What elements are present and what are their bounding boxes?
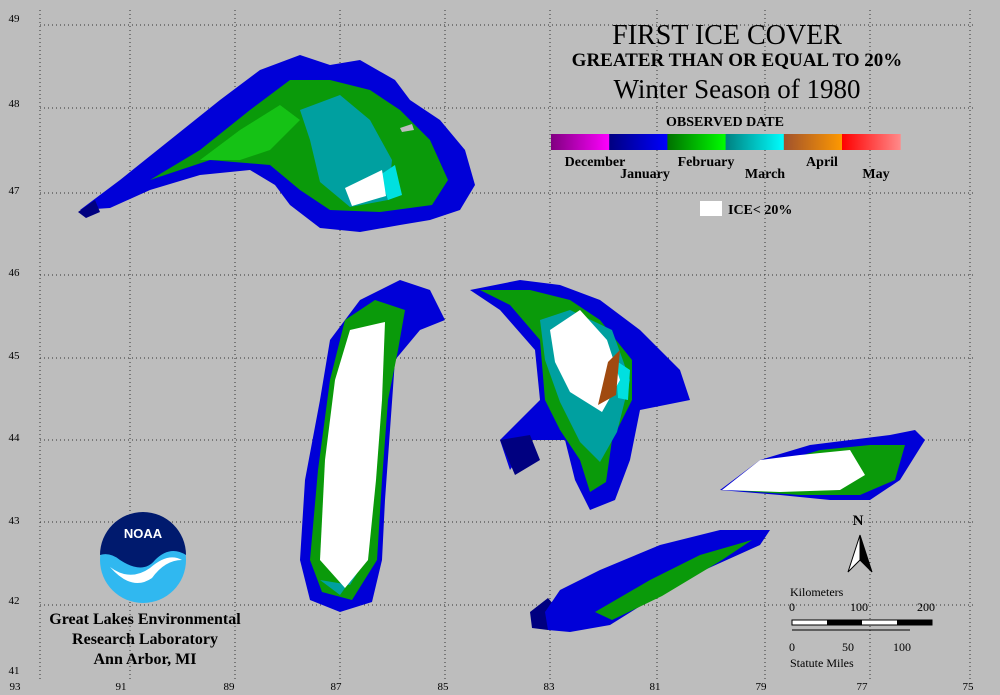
scale-bar: Kilometers 0 100 200 0 50 100 Statute Mi… — [789, 585, 935, 670]
legend-swatch — [725, 134, 785, 150]
lat-label: 49 — [9, 13, 21, 25]
legend-label: March — [745, 167, 785, 182]
graticule: 49 48 47 46 45 44 43 42 41 93 91 89 87 85 83 81 79 77 75 — [9, 10, 975, 693]
org-line: Ann Arbor, MI — [94, 651, 197, 668]
no-ice-label: ICE< 20% — [728, 203, 792, 218]
lon-label: 77 — [857, 681, 869, 693]
lon-label: 79 — [756, 681, 768, 693]
lon-label: 89 — [224, 681, 236, 693]
lat-label: 43 — [9, 515, 21, 527]
lake-superior — [78, 55, 475, 232]
scale-tick: 200 — [917, 600, 935, 614]
lon-label: 93 — [10, 681, 22, 693]
scale-tick: 100 — [850, 600, 868, 614]
org-line: Great Lakes Environmental — [49, 611, 241, 628]
no-ice-swatch — [700, 201, 722, 216]
org-line: Research Laboratory — [72, 631, 218, 648]
season: Winter Season of 1980 — [613, 74, 860, 104]
legend-swatch — [842, 134, 901, 150]
lon-label: 87 — [331, 681, 343, 693]
lat-label: 41 — [9, 665, 20, 677]
legend-label: May — [862, 167, 889, 182]
lat-label: 48 — [9, 98, 21, 110]
lon-label: 91 — [116, 681, 127, 693]
lat-label: 44 — [9, 432, 21, 444]
title: FIRST ICE COVER — [612, 20, 842, 51]
north-label: N — [853, 513, 864, 529]
scale-tick: 50 — [842, 640, 854, 654]
lake-erie — [530, 530, 770, 632]
legend-swatch — [667, 134, 727, 150]
noaa-logo: NOAA — [100, 512, 186, 603]
lake-ontario — [720, 430, 925, 500]
north-arrow — [859, 534, 873, 573]
subtitle: GREATER THAN OR EQUAL TO 20% — [572, 50, 903, 71]
scale-tick: 100 — [893, 640, 911, 654]
legend-label: April — [806, 155, 838, 170]
scale-tick: 0 — [789, 640, 795, 654]
logo-text: NOAA — [124, 526, 163, 541]
lat-label: 45 — [9, 350, 21, 362]
lake-michigan — [300, 280, 445, 612]
scale-title: Kilometers — [790, 585, 844, 599]
lake-huron — [470, 280, 690, 510]
scale-title: Statute Miles — [790, 656, 854, 670]
lon-label: 75 — [963, 681, 975, 693]
lon-label: 81 — [650, 681, 661, 693]
legend-label: January — [620, 167, 670, 182]
legend-swatch — [551, 134, 610, 150]
legend-swatch — [783, 134, 843, 150]
lon-label: 85 — [438, 681, 450, 693]
legend-label: December — [565, 155, 626, 170]
lon-label: 83 — [544, 681, 556, 693]
legend-swatch — [609, 134, 668, 150]
lat-label: 46 — [9, 267, 21, 279]
scale-tick: 0 — [789, 600, 795, 614]
lat-label: 47 — [9, 185, 21, 197]
lat-label: 42 — [9, 595, 20, 607]
legend-label: February — [678, 155, 735, 170]
legend-title: OBSERVED DATE — [666, 115, 784, 130]
